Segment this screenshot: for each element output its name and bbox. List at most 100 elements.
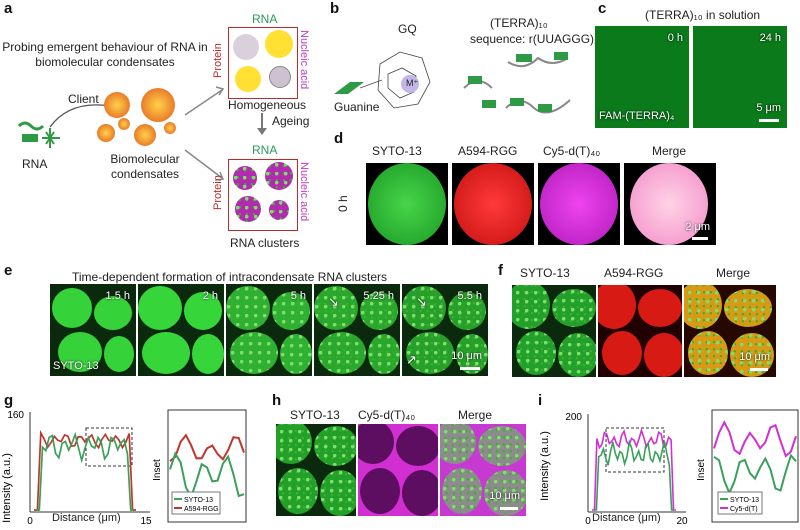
g-legend-1: A594-RGG	[184, 506, 219, 513]
panel-f-letter: f	[498, 262, 503, 279]
time-e-1: 2 h	[202, 290, 218, 302]
time-e-4: 5.5 h	[457, 290, 482, 302]
i-legend-1: Cy5-d(T)	[730, 506, 758, 513]
i-series-green	[594, 439, 674, 511]
box1-protein-label: Protein	[212, 43, 224, 78]
panel-i-chart: Intensity (a.u.) 200 0 20 Inset SYTO-13 …	[539, 409, 799, 527]
probe-label: FAM-(TERRA)₄	[599, 110, 675, 122]
clusters-box	[228, 159, 298, 231]
g-ylabel: Intensity (a.u.)	[1, 453, 13, 523]
branch-arrows	[184, 86, 225, 181]
gq-label: GQ	[398, 22, 417, 36]
i-xtick-1: 20	[676, 516, 688, 527]
terra-strands	[463, 52, 571, 114]
time-e-0: 1.5 h	[105, 290, 130, 302]
rna-icon	[17, 121, 60, 148]
i-inset-box	[605, 427, 665, 473]
g-inset-box	[85, 427, 133, 467]
ageing-label: Ageing	[272, 114, 310, 128]
homogeneous-box	[228, 27, 298, 99]
panel-d-letter: d	[334, 130, 344, 147]
panel-a-letter: a	[4, 0, 13, 17]
channel-h-2: Merge	[458, 408, 493, 422]
scale-bar-h	[500, 507, 518, 510]
i-ytick-top: 200	[565, 412, 582, 423]
g-inset-green	[169, 451, 245, 500]
g-inset-red	[169, 433, 245, 462]
channel-h-0: SYTO-13	[290, 408, 340, 422]
i-legend-0: SYTO-13	[730, 497, 759, 504]
time-e-2: 5 h	[290, 290, 306, 302]
ion-label: M⁺	[406, 78, 419, 88]
panel-e-letter: e	[4, 262, 13, 279]
f-merge-image: 10 μm	[684, 285, 776, 377]
g-series-red	[34, 429, 136, 511]
g-xtick-1: 15	[140, 516, 152, 527]
i-inset-magenta	[713, 420, 797, 458]
channel-d-2: Cy5-d(T)₄₀	[543, 144, 601, 158]
h-merge-image: 10 μm	[440, 424, 526, 516]
dye-label-e: SYTO-13	[53, 360, 99, 372]
channel-f-2: Merge	[716, 266, 751, 280]
i-series-magenta	[592, 427, 676, 511]
solution-image-0h: 0 h FAM-(TERRA)₄	[595, 26, 689, 128]
homogeneous-label: Homogeneous	[228, 98, 307, 112]
f-syto13-image	[512, 285, 596, 377]
panel-b-letter: b	[330, 0, 340, 17]
droplet-merge: 2 μm	[624, 163, 716, 245]
g-quadruplex-structure	[334, 51, 431, 109]
panel-g-letter: g	[4, 392, 14, 409]
time-24h: 24 h	[759, 32, 781, 44]
h-syto13-image	[276, 424, 356, 516]
box2-nucleic-label: Nucleic acid	[298, 162, 310, 222]
channel-d-0: SYTO-13	[372, 144, 422, 158]
client-label: Client	[68, 92, 99, 106]
channel-d-3: Merge	[652, 144, 687, 158]
scale-c-label: 5 μm	[756, 102, 781, 114]
g-legend	[171, 491, 221, 515]
g-xlabel: Distance (μm)	[52, 512, 121, 524]
droplet-syto13	[366, 163, 448, 245]
h-cy5-image	[358, 424, 438, 516]
panel-i-letter: i	[538, 392, 543, 409]
box2-protein-label: Protein	[212, 175, 224, 210]
ageing-arrow	[261, 113, 263, 133]
condensates-label: Biomolecular condensates	[110, 152, 180, 181]
timepoint-image-0: 1.5 h SYTO-13	[50, 284, 136, 376]
i-inset-label: Inset	[696, 459, 707, 481]
arrow-icon: ↗	[406, 352, 417, 367]
sequence-label: sequence: r(UUAGGG)₁₀	[470, 32, 604, 46]
panel-h-letter: h	[272, 392, 282, 409]
box2-rna-label: RNA	[252, 143, 278, 157]
droplet-a594	[452, 163, 534, 245]
scale-f-label: 10 μm	[739, 351, 770, 363]
timepoint-image-4: 5.5 h ↘ ↗ 10 μm	[402, 284, 488, 376]
box1-rna-label: RNA	[252, 12, 278, 26]
g-ytick-top: 160	[7, 410, 24, 421]
time-e-3: 5.25 h	[363, 290, 394, 302]
guanine-label: Guanine	[334, 100, 380, 114]
scale-h-label: 10 μm	[489, 490, 520, 502]
g-inset-label: Inset	[152, 459, 163, 481]
timepoint-image-1: 2 h	[138, 284, 224, 376]
scale-e-label: 10 μm	[451, 350, 482, 362]
panel-a-title: Probing emergent behaviour of RNA in bio…	[2, 40, 208, 69]
scale-bar-d	[692, 237, 708, 240]
i-ylabel: Intensity (a.u.)	[539, 431, 551, 501]
row-label-0h: 0 h	[336, 195, 350, 212]
channel-h-1: Cy5-d(T)₄₀	[358, 408, 416, 422]
timepoint-image-3: 5.25 h ↘	[314, 284, 400, 376]
arrow-icon: ↘	[416, 294, 427, 309]
i-legend	[717, 491, 763, 515]
g-legend-0: SYTO-13	[184, 497, 213, 504]
scale-bar-c	[759, 119, 779, 122]
channel-f-1: A594-RGG	[604, 266, 664, 280]
i-inset-green	[713, 453, 797, 496]
g-xtick-0: 0	[27, 516, 33, 527]
droplet-cy5	[538, 163, 620, 245]
timepoint-image-2: 5 h	[226, 284, 312, 376]
panel-c-letter: c	[598, 0, 607, 17]
scale-d-label: 2 μm	[685, 221, 710, 233]
rna-label: RNA	[22, 157, 48, 171]
i-xtick-0: 0	[585, 516, 591, 527]
